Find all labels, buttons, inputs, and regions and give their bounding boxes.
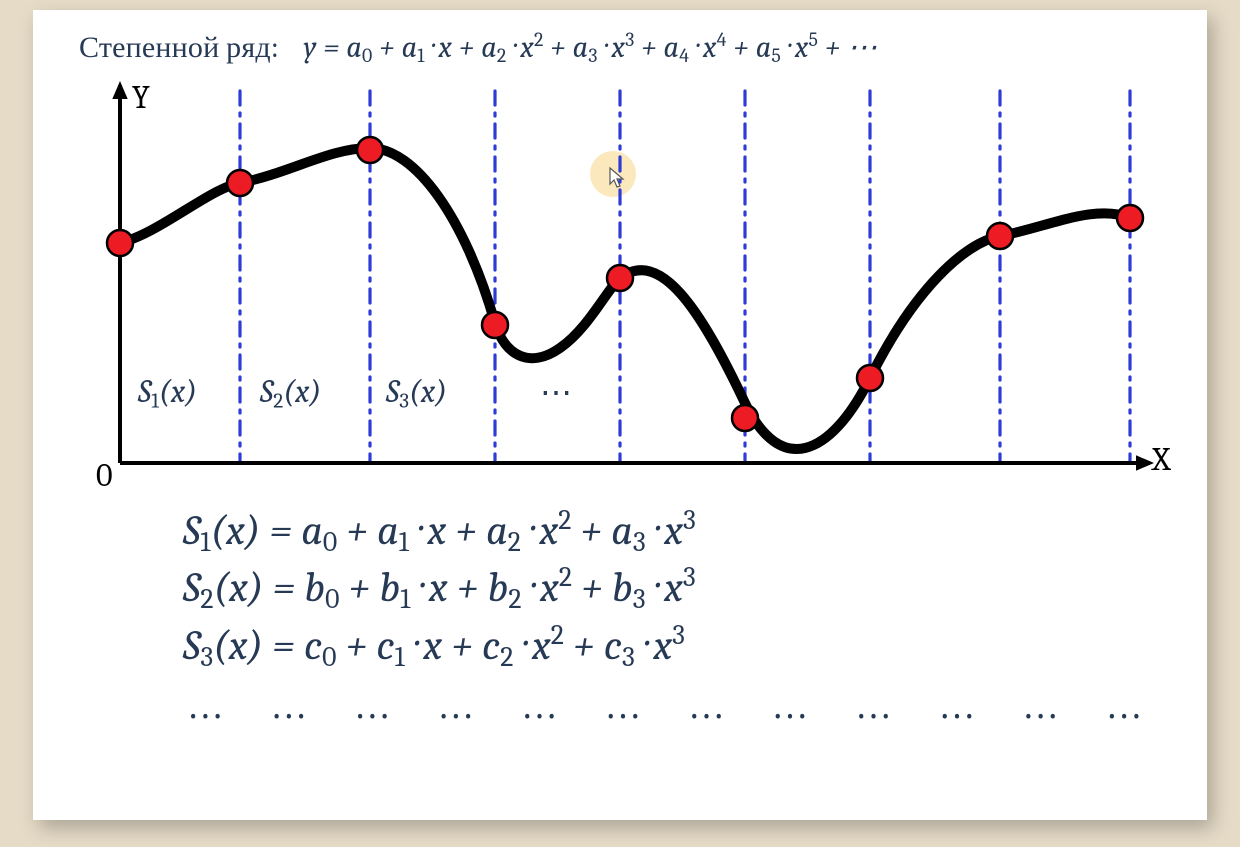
heading-label: Степенной ряд: bbox=[79, 30, 279, 65]
equation-row: S3(x) = c0 + c1 · x + c2 · x2 + c3 · x3 bbox=[183, 618, 1187, 676]
segment-label: S3(x) bbox=[386, 373, 447, 413]
segment-label: S1(x) bbox=[138, 373, 197, 413]
axis-label: X bbox=[1152, 441, 1170, 478]
segment-label: S2(x) bbox=[260, 373, 321, 413]
heading-formula: y = a0 + a1 · x + a2 · x2 + a3 · x3 + a4… bbox=[303, 30, 877, 65]
chart-area: Y X 0 S1(x) S2(x) S3(x) ⋯ bbox=[60, 73, 1180, 493]
axis-label: Y bbox=[132, 79, 150, 116]
content-panel: Степенной ряд: y = a0 + a1 · x + a2 · x2… bbox=[33, 10, 1207, 820]
segment-label: ⋯ bbox=[540, 373, 572, 411]
page-outer: Степенной ряд: y = a0 + a1 · x + a2 · x2… bbox=[0, 0, 1240, 847]
chart-svg bbox=[60, 73, 1180, 493]
heading-row: Степенной ряд: y = a0 + a1 · x + a2 · x2… bbox=[79, 28, 1187, 67]
equations-block: S1(x) = a0 + a1 · x + a2 · x2 + a3 · x3S… bbox=[183, 503, 1187, 741]
equation-ellipsis-row: ··· ··· ··· ··· ··· ··· ··· ··· ··· ··· … bbox=[191, 690, 1187, 741]
equation-row: S2(x) = b0 + b1 · x + b2 · x2 + b3 · x3 bbox=[183, 560, 1187, 618]
equation-row: S1(x) = a0 + a1 · x + a2 · x2 + a3 · x3 bbox=[183, 503, 1187, 561]
axis-label: 0 bbox=[96, 457, 113, 494]
